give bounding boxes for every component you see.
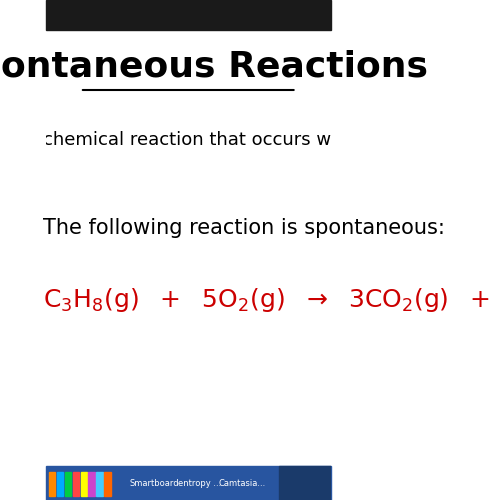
Bar: [88, 472, 95, 496]
Bar: [80, 472, 87, 496]
Bar: [46, 0, 331, 30]
Text: $\mathsf{C_3H_8(g)\ \ +\ \ 5O_2(g)\ \ \rightarrow\ \ 3CO_2(g)\ \ +\ \ 4H_2O(g}$: $\mathsf{C_3H_8(g)\ \ +\ \ 5O_2(g)\ \ \r…: [43, 286, 500, 314]
Bar: [280, 466, 330, 500]
Text: chemical reaction that occurs without a constant supply of e: chemical reaction that occurs without a …: [43, 131, 500, 149]
Bar: [72, 472, 79, 496]
Text: Spontaneous Reactions: Spontaneous Reactions: [0, 50, 428, 84]
Text: entropy ...: entropy ...: [178, 478, 222, 488]
Bar: [48, 472, 55, 496]
Bar: [46, 466, 331, 500]
Bar: [56, 472, 63, 496]
Bar: [64, 472, 71, 496]
Bar: [104, 472, 110, 496]
Text: The following reaction is spontaneous:: The following reaction is spontaneous:: [43, 218, 445, 238]
Bar: [96, 472, 102, 496]
Text: Smartboard: Smartboard: [129, 478, 179, 488]
Text: Camtasia...: Camtasia...: [219, 478, 266, 488]
